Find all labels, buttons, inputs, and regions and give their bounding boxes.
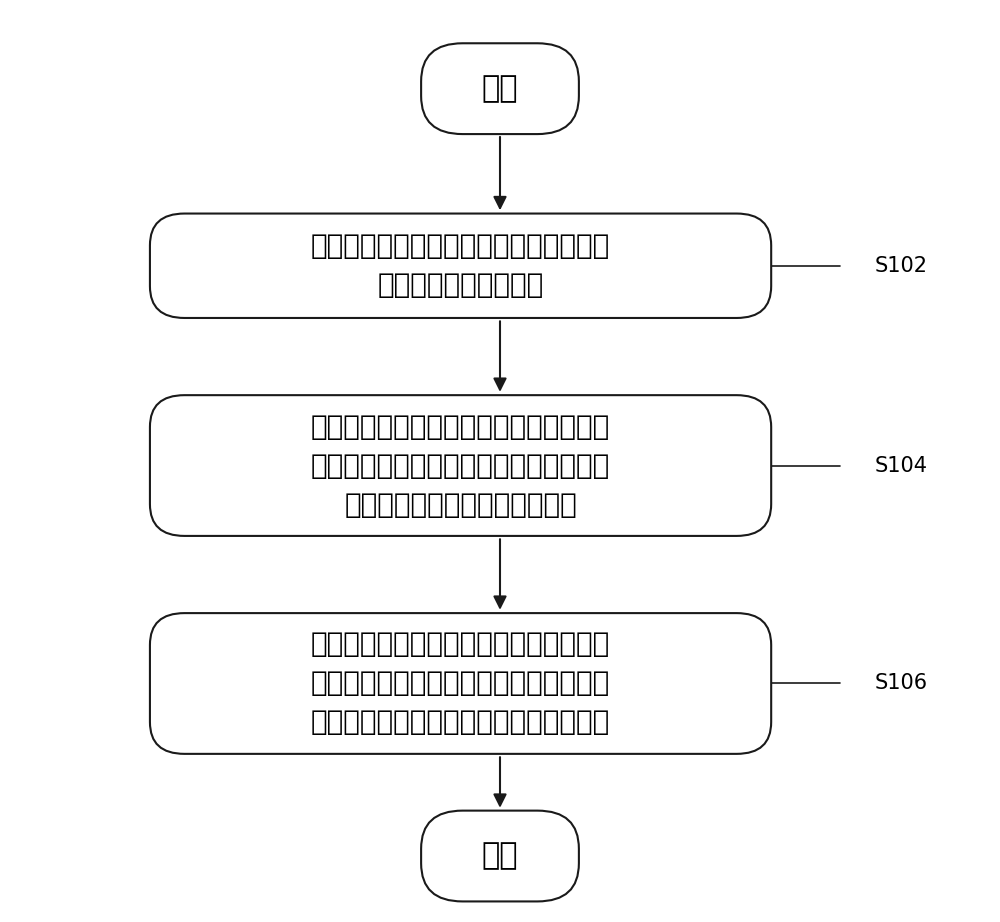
FancyBboxPatch shape bbox=[150, 214, 771, 318]
FancyBboxPatch shape bbox=[150, 396, 771, 536]
Text: S102: S102 bbox=[875, 255, 928, 276]
Text: S106: S106 bbox=[875, 673, 928, 693]
Text: 开始: 开始 bbox=[482, 74, 518, 103]
Text: 根据基本核反应过程确定核电厂的基本安
全功能的基本安全因素: 根据基本核反应过程确定核电厂的基本安 全功能的基本安全因素 bbox=[311, 232, 610, 300]
FancyBboxPatch shape bbox=[421, 810, 579, 902]
FancyBboxPatch shape bbox=[150, 613, 771, 754]
Text: S104: S104 bbox=[875, 455, 928, 476]
FancyBboxPatch shape bbox=[421, 43, 579, 134]
Text: 根据目标核电厂的目标安全参数对第一安
全功能的安全因素进行分解，得到与目标
安全参数对应的目标安全功能的安全因素: 根据目标核电厂的目标安全参数对第一安 全功能的安全因素进行分解，得到与目标 安全… bbox=[311, 631, 610, 737]
Text: 根据目标核电厂的核反应堆的类型对基本
安全因素进行分解，得到与核反应堆类型
对应的第一安全功能的安全因素: 根据目标核电厂的核反应堆的类型对基本 安全因素进行分解，得到与核反应堆类型 对应… bbox=[311, 412, 610, 518]
Text: 结束: 结束 bbox=[482, 842, 518, 870]
